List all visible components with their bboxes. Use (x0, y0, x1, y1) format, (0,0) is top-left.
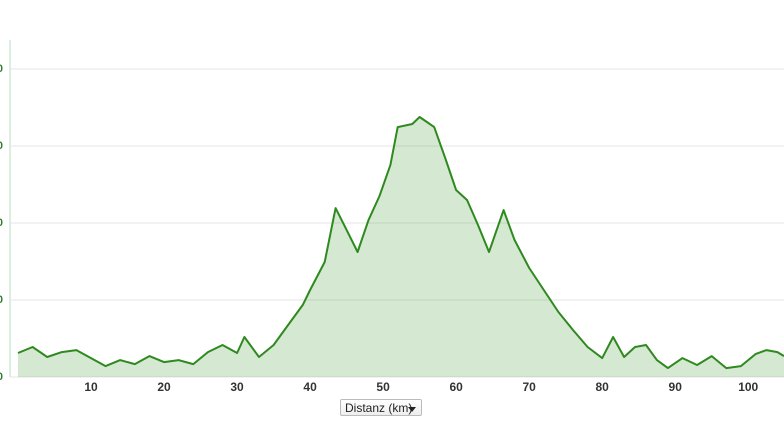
y-tick-label: 0 (0, 371, 3, 383)
x-tick-label: 50 (376, 380, 390, 394)
x-tick-label: 10 (84, 380, 98, 394)
x-tick-label: 30 (230, 380, 244, 394)
y-tick-label: 2000 (0, 63, 3, 75)
x-tick-label: 100 (738, 380, 758, 394)
y-tick-label: 500 (0, 294, 3, 306)
selector-label: Distanz (km) (345, 401, 413, 415)
area-fill (18, 117, 784, 377)
x-tick-label: 80 (595, 380, 609, 394)
x-tick-label: 70 (522, 380, 536, 394)
y-tick-label: 1000 (0, 217, 3, 229)
x-tick-label: 60 (449, 380, 463, 394)
x-tick-label: 20 (157, 380, 171, 394)
x-tick-label: 40 (303, 380, 317, 394)
elevation-line (17, 116, 784, 370)
dropdown-arrow (408, 407, 416, 412)
y-tick-label: 1500 (0, 140, 3, 152)
x-tick-label: 90 (669, 380, 683, 394)
x-axis-selector[interactable]: Distanz (km) (340, 399, 422, 416)
